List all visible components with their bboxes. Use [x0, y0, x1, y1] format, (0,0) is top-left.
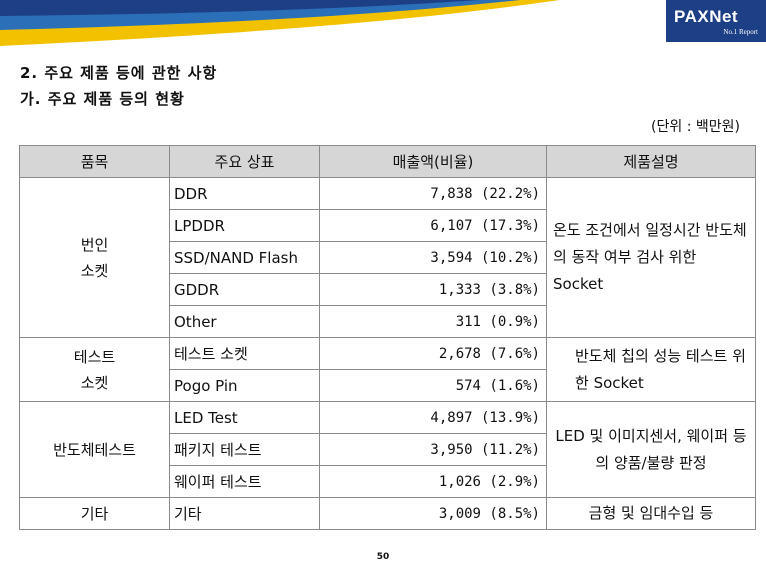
product-cell: GDDR [169, 273, 320, 306]
page-number: 50 [376, 552, 390, 562]
column-header-brand: 주요 상표 [169, 145, 320, 178]
sales-cell: 1,026 (2.9%) [319, 465, 547, 498]
table-row: LPDDR 6,107 (17.3%) [20, 209, 756, 242]
description-cell: 금형 및 임대수입 등 [546, 497, 756, 530]
table-row: 테스트 소켓 테스트 소켓 2,678 (7.6%) 반도체 칩의 성능 테스트… [19, 337, 756, 402]
product-cell: 테스트 소켓 [169, 337, 320, 370]
product-cell: 패키지 테스트 [169, 433, 320, 466]
table-header-row: 품목 주요 상표 매출액(비율) 제품설명 [19, 145, 756, 178]
table-row: Other 311 (0.9%) [20, 305, 756, 338]
section-heading: 2. 주요 제품 등에 관한 사항 [20, 64, 218, 82]
description-cell: 반도체 칩의 성능 테스트 위한 Socket [546, 337, 756, 402]
table-row: Pogo Pin 574 (1.6%) [20, 369, 756, 402]
column-header-sales: 매출액(비율) [319, 145, 547, 178]
description-cell: 온도 조건에서 일정시간 반도체의 동작 여부 검사 위한 Socket [546, 177, 756, 338]
table-row: 패키지 테스트 3,950 (11.2%) [20, 433, 756, 466]
sales-cell: 4,897 (13.9%) [319, 401, 547, 434]
sales-cell: 6,107 (17.3%) [319, 209, 547, 242]
table-row: 웨이퍼 테스트 1,026 (2.9%) [20, 465, 756, 498]
table-row: GDDR 1,333 (3.8%) [20, 273, 756, 306]
sales-cell: 2,678 (7.6%) [319, 337, 547, 370]
category-cell: 반도체테스트 [19, 401, 170, 498]
sales-cell: 3,950 (11.2%) [319, 433, 547, 466]
logo-name: PAXNet [674, 7, 739, 26]
product-cell: Pogo Pin [169, 369, 320, 402]
description-cell: LED 및 이미지센서, 웨이퍼 등의 양품/불량 판정 [546, 401, 756, 498]
product-cell: 웨이퍼 테스트 [169, 465, 320, 498]
sales-cell: 3,594 (10.2%) [319, 241, 547, 274]
banner-swoosh [0, 0, 560, 46]
product-cell: DDR [169, 177, 320, 210]
table-row: 기타 기타 3,009 (8.5%) 금형 및 임대수입 등 [19, 497, 756, 530]
sales-cell: 574 (1.6%) [319, 369, 547, 402]
table-row: 반도체테스트 LED Test 4,897 (13.9%) LED 및 이미지센… [19, 401, 756, 498]
table-row: SSD/NAND Flash 3,594 (10.2%) [20, 241, 756, 274]
sales-cell: 3,009 (8.5%) [319, 497, 547, 530]
logo-tagline: No.1 Report [723, 28, 758, 36]
sales-cell: 7,838 (22.2%) [319, 177, 547, 210]
category-cell: 테스트 소켓 [19, 337, 170, 402]
table-row: 번인 소켓 DDR 7,838 (22.2%) 온도 조건에서 일정시간 반도체… [19, 177, 756, 338]
column-header-description: 제품설명 [546, 145, 756, 178]
category-cell: 번인 소켓 [19, 177, 170, 338]
unit-label: (단위 : 백만원) [651, 119, 740, 135]
product-cell: LED Test [169, 401, 320, 434]
product-table: 품목 주요 상표 매출액(비율) 제품설명 번인 소켓 DDR 7,838 (2… [19, 145, 756, 530]
column-header-category: 품목 [19, 145, 170, 178]
product-cell: LPDDR [169, 209, 320, 242]
product-cell: Other [169, 305, 320, 338]
sales-cell: 311 (0.9%) [319, 305, 547, 338]
product-cell: SSD/NAND Flash [169, 241, 320, 274]
subsection-heading: 가. 주요 제품 등의 현황 [20, 90, 185, 108]
sales-cell: 1,333 (3.8%) [319, 273, 547, 306]
product-cell: 기타 [169, 497, 320, 530]
top-banner: PAXNet No.1 Report [0, 0, 766, 48]
paxnet-logo: PAXNet No.1 Report [664, 0, 766, 42]
category-cell: 기타 [19, 497, 170, 530]
